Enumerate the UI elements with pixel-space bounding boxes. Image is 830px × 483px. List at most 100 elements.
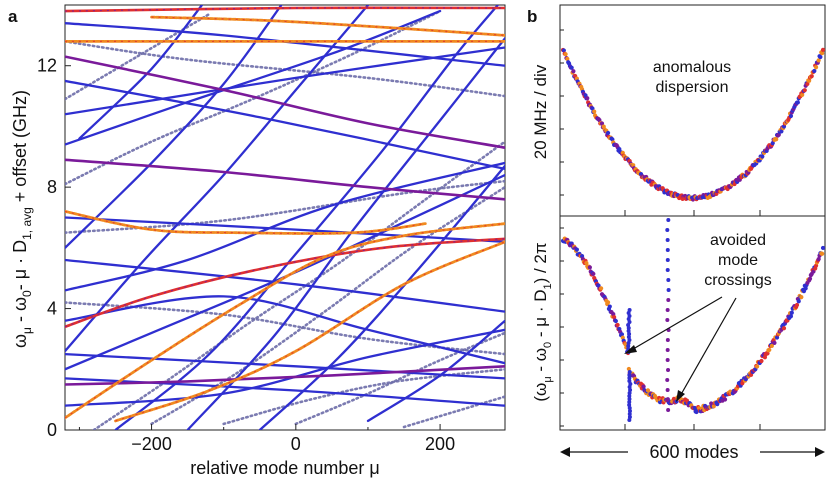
mode-family-overlay-35	[65, 223, 505, 419]
b-lower-point	[607, 304, 612, 309]
b-crossing-point	[665, 338, 670, 342]
b-lower-point	[615, 322, 620, 328]
mode-family-purple-30	[65, 55, 505, 149]
b-crossing-point	[626, 311, 631, 315]
mode-family-slate-27	[222, 368, 505, 426]
b-crossing-point	[627, 391, 632, 395]
b-lower-point	[767, 347, 772, 353]
panel-b-upper-plot	[560, 47, 825, 202]
b-upper-point	[818, 54, 823, 60]
b-crossing-point	[627, 397, 632, 401]
b-upper-point	[795, 100, 800, 105]
mode-family-blue-12	[114, 5, 499, 430]
b-upper-point	[774, 137, 779, 142]
mode-family-slate-24	[65, 9, 442, 186]
b-upper-point	[802, 88, 807, 93]
avoided-label-1: avoided	[710, 232, 766, 249]
b-crossing-point	[626, 341, 631, 345]
b-lower-point	[788, 314, 794, 319]
b-crossing-point	[627, 376, 632, 380]
b-upper-point	[816, 58, 821, 63]
svg-text:(ωμ - ω0 - μ · D1) / 2π: (ωμ - ω0 - μ · D1) / 2π	[531, 242, 554, 401]
panel-b-lower-plot	[560, 218, 825, 422]
b-lower-point	[781, 326, 787, 331]
b-lower-point	[803, 286, 808, 291]
modes-label: 600 modes	[649, 442, 738, 462]
b-upper-point	[590, 106, 595, 111]
b-lower-point	[816, 256, 821, 262]
b-lower-point	[619, 332, 625, 337]
b-crossing-point	[627, 406, 632, 410]
b-upper-point	[565, 56, 570, 61]
panel-b-ylabel-upper: 20 MHz / div	[531, 64, 550, 159]
mode-family-blue-10	[65, 9, 442, 146]
b-crossing-point	[666, 368, 671, 372]
ylabel-sub-avg: 1, avg	[20, 207, 34, 240]
ylabel-lower-minus: - ω	[531, 348, 550, 376]
b-upper-point	[800, 92, 805, 98]
b-crossing-point	[627, 415, 632, 419]
mode-family-purple-31	[65, 365, 505, 386]
modes-arrow-left-head	[560, 447, 570, 457]
b-crossing-point	[665, 388, 670, 392]
panel-a-plot-area	[65, 5, 505, 430]
avoided-label-3: crossings	[704, 272, 772, 289]
b-upper-point	[805, 81, 810, 87]
b-crossing-point	[627, 308, 632, 312]
b-lower-point	[722, 397, 728, 402]
mode-family-blue-15	[65, 5, 283, 250]
b-crossing-point	[627, 403, 632, 407]
panel-b: b anomalous dispersion avoided mode cros…	[527, 4, 826, 462]
mode-family-blue-16	[65, 5, 370, 353]
panel-b-letter: b	[527, 7, 537, 26]
ylabel-minus-omega: - ω	[10, 297, 30, 327]
b-crossing-point	[627, 314, 632, 318]
b-crossing-point	[626, 317, 631, 321]
b-crossing-point	[627, 385, 632, 389]
b-lower-point	[813, 263, 819, 268]
b-crossing-point	[627, 394, 632, 398]
b-lower-point	[796, 299, 801, 304]
b-lower-point	[605, 300, 611, 305]
mode-family-red-33	[65, 237, 505, 329]
b-upper-point	[569, 65, 574, 70]
b-lower-point	[789, 310, 794, 315]
b-crossing-point	[665, 268, 670, 272]
panel-a-xlabel: relative mode number μ	[190, 458, 379, 478]
b-upper-point	[592, 109, 597, 114]
arrow-head-2	[676, 390, 685, 402]
b-lower-point	[587, 265, 592, 270]
b-crossing-point	[626, 344, 631, 348]
b-lower-point	[641, 384, 646, 389]
arrow-head-1	[624, 345, 637, 354]
mode-family-slate-20	[65, 179, 505, 234]
ylabel-sub-mu: μ	[20, 327, 34, 334]
panel-a-ylabel: ωμ - ω0- μ · D1, avg + offset (GHz)	[10, 90, 34, 348]
b-crossing-point	[665, 348, 670, 352]
x-tick-label: −200	[131, 434, 172, 454]
b-lower-point	[759, 358, 764, 364]
b-crossing-point	[665, 308, 670, 312]
b-lower-point	[794, 302, 800, 308]
b-upper-point	[813, 65, 819, 70]
ylabel-offset: + offset (GHz)	[10, 90, 30, 207]
b-crossing-point	[626, 326, 631, 330]
b-crossing-point	[627, 379, 632, 383]
b-lower-point	[613, 318, 618, 324]
b-crossing-point	[665, 378, 670, 382]
panel-b-ylabel-lower: (ωμ - ω0 - μ · D1) / 2π	[531, 242, 554, 401]
y-tick-label: 12	[37, 56, 57, 76]
ylabel-lower-open: (ω	[531, 383, 550, 402]
b-lower-point	[772, 340, 777, 345]
modes-arrow-right-head	[815, 447, 825, 457]
b-upper-point	[605, 130, 611, 136]
b-lower-point	[807, 276, 813, 281]
b-lower-point	[584, 260, 589, 266]
avoided-label-2: mode	[718, 252, 758, 269]
b-upper-point	[585, 96, 590, 101]
b-crossing-point	[626, 329, 631, 333]
mode-family-blue-5	[65, 295, 505, 365]
ylabel-omega: ω	[10, 334, 30, 348]
b-upper-point	[571, 69, 576, 74]
